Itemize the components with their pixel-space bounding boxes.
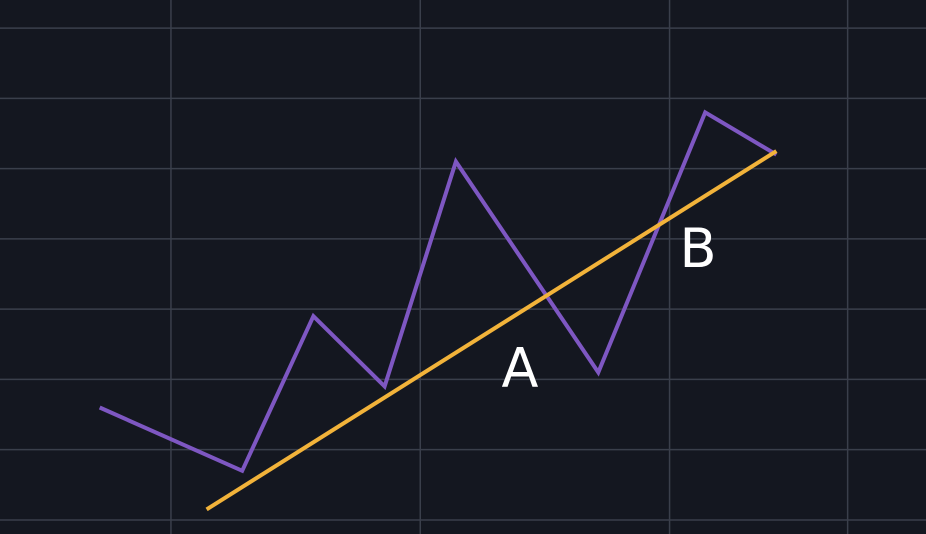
price-series-line (98, 109, 778, 474)
annotation-label-b: B (680, 217, 717, 280)
series-group (98, 109, 778, 512)
trend-line (205, 149, 778, 512)
annotations: AB (502, 217, 717, 399)
annotation-label-a: A (502, 336, 539, 399)
